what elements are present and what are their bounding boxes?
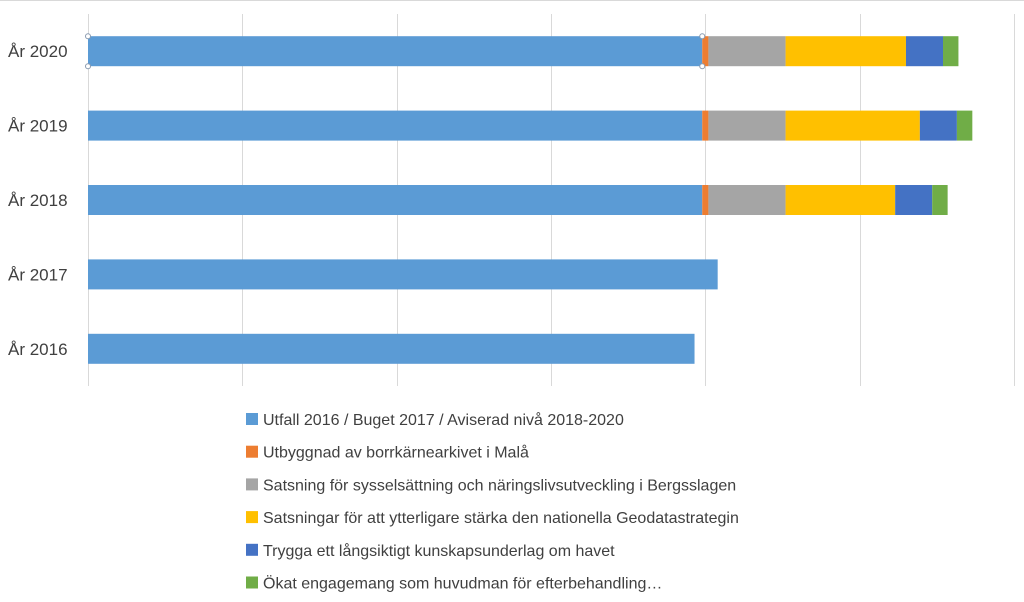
bar-segment-år-2020-s1 — [702, 36, 709, 67]
bar-segment-år-2020-s4 — [905, 36, 944, 67]
selection-handle — [85, 63, 91, 70]
selection-handle — [85, 33, 91, 40]
legend-label-3: Satsningar för att ytterligare stärka de… — [263, 510, 739, 527]
legend-label-0: Utfall 2016 / Buget 2017 / Aviserad nivå… — [263, 411, 624, 429]
bar-segment-år-2018-s3 — [785, 185, 896, 215]
legend-label-4: Trygga ett långsiktigt kunskapsunderlag … — [263, 542, 615, 560]
bar-segment-år-2019-s0 — [88, 110, 703, 141]
category-label: År 2020 — [8, 42, 68, 61]
category-label: År 2016 — [8, 340, 68, 359]
legend: Utfall 2016 / Buget 2017 / Aviserad nivå… — [246, 411, 739, 593]
bar-segment-år-2020-s2 — [708, 36, 786, 67]
bar-segment-år-2019-s4 — [919, 110, 957, 141]
bar-segment-år-2018-s1 — [702, 185, 709, 215]
bars — [85, 33, 973, 364]
category-label: År 2018 — [8, 191, 68, 210]
bar-segment-år-2019-s3 — [785, 110, 920, 141]
bar-segment-år-2018-s4 — [895, 185, 933, 215]
legend-swatch-1 — [246, 445, 258, 458]
bar-segment-år-2020-s5 — [943, 36, 959, 67]
category-label: År 2019 — [8, 117, 68, 136]
bar-segment-år-2019-s5 — [956, 110, 973, 141]
legend-label-2: Satsning för sysselsättning och näringsl… — [263, 477, 736, 494]
legend-swatch-3 — [246, 511, 258, 524]
selection-handle — [699, 63, 706, 70]
bar-segment-år-2016-s0 — [88, 333, 695, 364]
bar-segment-år-2020-s0 — [88, 36, 703, 67]
legend-swatch-4 — [246, 543, 258, 556]
bar-segment-år-2018-s0 — [88, 185, 703, 215]
bar-segment-år-2018-s5 — [932, 185, 948, 215]
legend-label-5: Ökat engagemang som huvudman för efterbe… — [263, 575, 662, 593]
category-labels: År 2016 År 2017 År 2018 År 2019 År 2020 — [8, 42, 68, 359]
category-label: År 2017 — [8, 265, 68, 284]
selection-handle — [699, 33, 706, 40]
bar-segment-år-2019-s2 — [708, 110, 786, 141]
legend-label-1: Utbyggnad av borrkärnearkivet i Malå — [263, 444, 529, 462]
bar-segment-år-2019-s1 — [702, 110, 709, 141]
bar-segment-år-2018-s2 — [708, 185, 786, 215]
legend-swatch-0 — [246, 413, 258, 425]
bar-segment-år-2017-s0 — [88, 259, 718, 290]
legend-swatch-5 — [246, 576, 258, 589]
bar-segment-år-2020-s3 — [785, 36, 906, 67]
legend-swatch-2 — [246, 478, 258, 491]
